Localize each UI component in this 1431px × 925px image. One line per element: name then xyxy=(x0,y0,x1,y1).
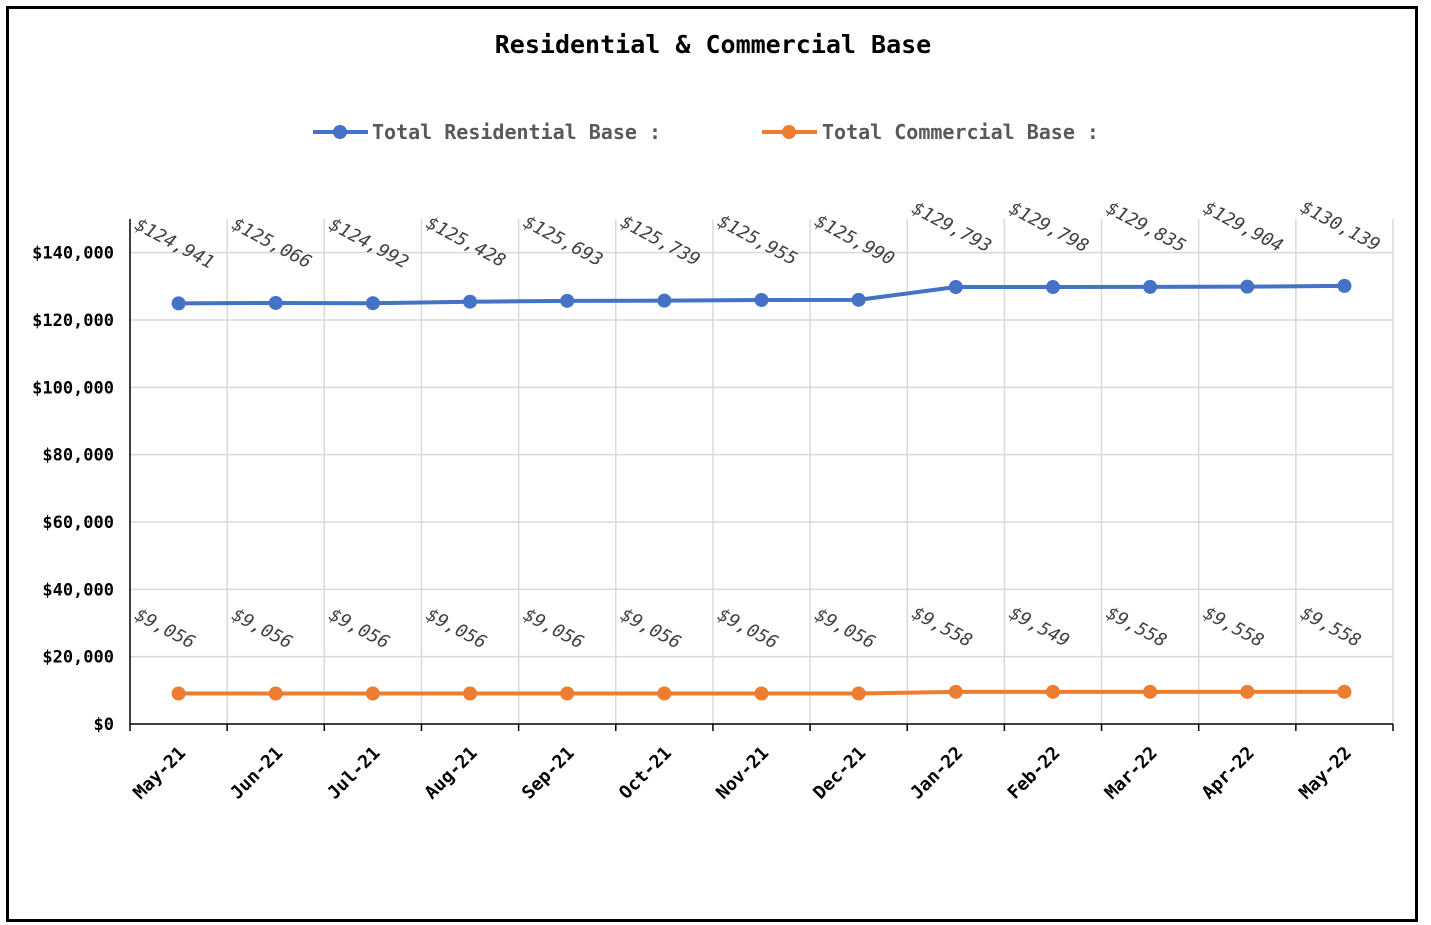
x-tick-label: Dec-21 xyxy=(809,743,870,804)
series-point xyxy=(1045,280,1060,295)
series-point xyxy=(1143,279,1158,294)
data-label: $9,056 xyxy=(423,604,490,653)
x-tick-label: Feb-22 xyxy=(1004,743,1065,804)
series-point xyxy=(1337,684,1352,699)
data-label: $9,056 xyxy=(131,604,198,653)
series xyxy=(171,278,1352,701)
series-point xyxy=(754,292,769,307)
legend-label-residential: Total Residential Base : xyxy=(372,120,661,144)
x-tick-label: Jan-22 xyxy=(907,743,968,804)
series-point xyxy=(171,686,186,701)
data-label: $124,941 xyxy=(131,214,217,273)
series-point xyxy=(851,292,866,307)
legend-marker-commercial xyxy=(782,125,796,139)
data-label: $125,428 xyxy=(423,213,509,272)
data-label: $129,798 xyxy=(1006,198,1092,257)
series-point xyxy=(268,295,283,310)
x-tick-label: Aug-21 xyxy=(421,743,482,804)
series-point xyxy=(1240,279,1255,294)
legend: Total Residential Base : Total Commercia… xyxy=(313,120,1099,144)
series-point xyxy=(754,686,769,701)
data-label: $9,558 xyxy=(908,603,975,652)
chart-title: Residential & Commercial Base xyxy=(495,30,932,59)
y-tick-label: $140,000 xyxy=(32,244,114,264)
series-point xyxy=(948,280,963,295)
data-label: $9,056 xyxy=(326,604,393,653)
data-label: $125,739 xyxy=(617,212,703,271)
x-tick-label: Nov-21 xyxy=(712,743,773,804)
series-point xyxy=(1337,278,1352,293)
data-label: $125,990 xyxy=(811,211,897,270)
y-tick-label: $120,000 xyxy=(32,311,114,331)
series-point xyxy=(560,686,575,701)
series-point xyxy=(1045,684,1060,699)
series-point xyxy=(851,686,866,701)
legend-entry-residential: Total Residential Base : xyxy=(313,120,661,144)
data-label: $9,549 xyxy=(1006,603,1073,652)
series-point xyxy=(463,686,478,701)
data-label: $129,835 xyxy=(1103,198,1189,257)
series-point xyxy=(1143,684,1158,699)
data-label: $9,056 xyxy=(811,604,878,653)
data-label: $9,056 xyxy=(714,604,781,653)
x-tick-label: Jul-21 xyxy=(324,743,385,804)
x-tick-label: Apr-22 xyxy=(1198,743,1259,804)
data-label: $129,793 xyxy=(908,198,994,257)
chart-frame xyxy=(6,6,1418,922)
y-tick-label: $60,000 xyxy=(42,513,114,533)
series-point xyxy=(365,296,380,311)
legend-label-commercial: Total Commercial Base : xyxy=(822,120,1099,144)
series-point xyxy=(268,686,283,701)
x-tick-label: Sep-21 xyxy=(518,743,579,804)
x-tick-label: Mar-22 xyxy=(1101,743,1162,804)
x-tick-label: Jun-21 xyxy=(226,743,287,804)
data-label: $9,558 xyxy=(1103,603,1170,652)
data-label: $9,558 xyxy=(1200,603,1267,652)
series-point xyxy=(1240,684,1255,699)
legend-entry-commercial: Total Commercial Base : xyxy=(762,120,1099,144)
y-tick-label: $0 xyxy=(94,715,114,735)
data-label: $130,139 xyxy=(1297,197,1383,256)
y-tick-label: $100,000 xyxy=(32,378,114,398)
x-tick-label: May-21 xyxy=(129,743,190,804)
data-labels: $124,941 $125,066 $124,992 $125,428 $125,693… xyxy=(131,197,1383,654)
x-tick-label: May-22 xyxy=(1295,743,1356,804)
data-label: $124,992 xyxy=(326,214,412,273)
series-point xyxy=(560,293,575,308)
data-label: $9,558 xyxy=(1297,603,1364,652)
series-point xyxy=(463,294,478,309)
series-point xyxy=(365,686,380,701)
data-label: $9,056 xyxy=(617,604,684,653)
data-label: $129,904 xyxy=(1200,198,1286,257)
data-label: $125,955 xyxy=(714,211,800,270)
series-point xyxy=(657,686,672,701)
y-tick-label: $40,000 xyxy=(42,580,114,600)
series-point xyxy=(171,296,186,311)
series-point xyxy=(948,684,963,699)
x-tick-label: Oct-21 xyxy=(615,743,676,804)
data-label: $125,066 xyxy=(228,214,314,273)
data-label: $9,056 xyxy=(520,604,587,653)
series-point xyxy=(657,293,672,308)
y-tick-label: $20,000 xyxy=(42,648,114,668)
y-tick-label: $80,000 xyxy=(42,446,114,466)
data-label: $9,056 xyxy=(228,604,295,653)
legend-marker-residential xyxy=(333,125,347,139)
data-label: $125,693 xyxy=(520,212,606,271)
